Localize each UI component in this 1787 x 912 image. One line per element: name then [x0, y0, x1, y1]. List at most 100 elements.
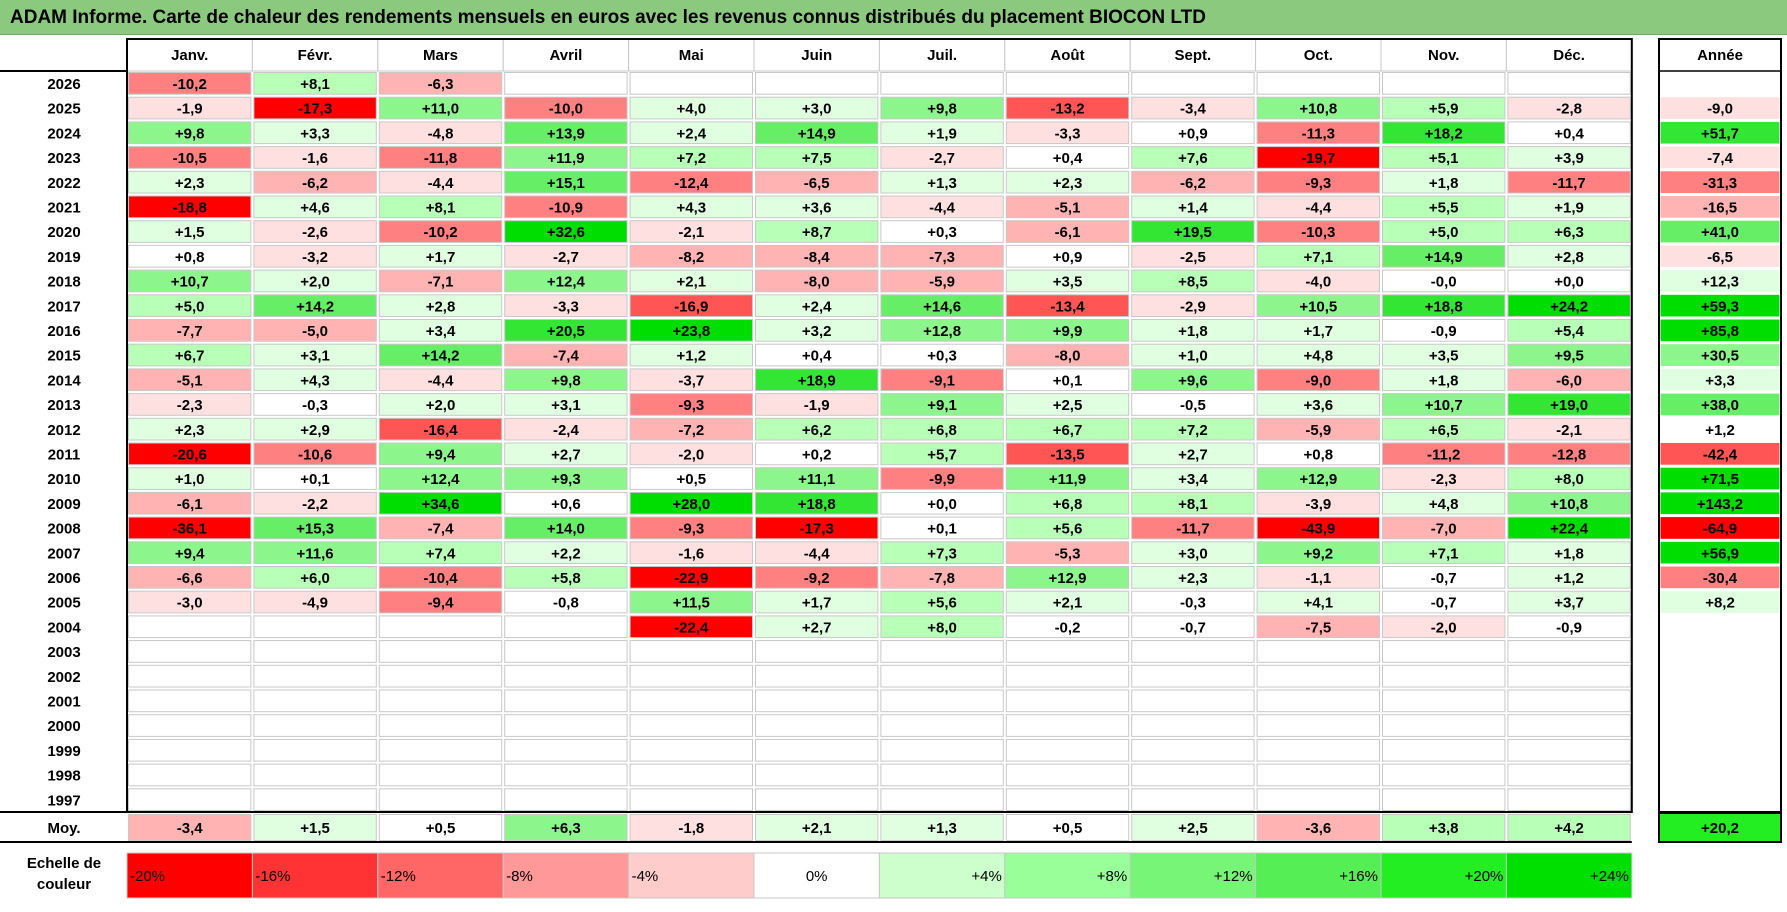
cell-value: +0,5: [676, 471, 706, 488]
cell-value: +5,6: [927, 595, 957, 612]
cell-value: -10,0: [549, 101, 583, 118]
heatmap-cell: [378, 195, 503, 219]
cell-value: +3,0: [1178, 545, 1208, 562]
annual-value: +59,3: [1701, 298, 1739, 315]
heatmap-cell: [1256, 269, 1380, 293]
heatmap-cell: [1507, 146, 1631, 169]
cell-value: +5,8: [551, 570, 581, 587]
heatmap-cell: [253, 417, 377, 441]
heatmap-cell: [378, 170, 503, 194]
year-label: 1998: [47, 768, 80, 785]
cell-value: -6,1: [1055, 224, 1081, 241]
year-label: 2010: [47, 471, 80, 488]
heatmap-cell: [629, 244, 753, 268]
heatmap-cell: [1131, 269, 1255, 293]
heatmap-cell: [1382, 442, 1506, 466]
heatmap-cell: [1256, 640, 1380, 663]
heatmap-cell: [1131, 566, 1255, 589]
heatmap-cell: [1507, 343, 1631, 367]
month-header: Nov.: [1428, 47, 1459, 64]
cell-value: +2,1: [1053, 595, 1083, 612]
annual-header: Année: [1697, 47, 1743, 64]
cell-value: +4,3: [300, 372, 330, 389]
average-value: +2,5: [1178, 820, 1208, 837]
year-label: 2011: [48, 447, 81, 464]
heatmap-cell: [504, 170, 628, 194]
heatmap-cell: [1382, 640, 1506, 663]
annual-value: +71,5: [1701, 471, 1739, 488]
cell-value: -2,9: [1180, 298, 1206, 315]
heatmap-cell: [755, 590, 879, 614]
scale-swatch: [1505, 852, 1633, 899]
heatmap-cell: [128, 467, 252, 490]
heatmap-cell: [128, 393, 252, 416]
cell-value: +3,4: [1178, 471, 1208, 488]
heatmap-cell: [1382, 664, 1506, 688]
cell-value: +8,5: [1178, 274, 1208, 291]
cell-value: +0,0: [1554, 274, 1584, 291]
cell-value: +18,2: [1425, 125, 1463, 142]
heatmap-cell: [504, 640, 628, 663]
heatmap-cell: [629, 640, 753, 663]
cell-value: -43,9: [1301, 521, 1335, 538]
annual-cell: [1660, 220, 1780, 243]
heatmap-cell: [253, 294, 377, 317]
cell-value: -2,0: [678, 447, 704, 464]
heatmap-cell: [755, 788, 879, 811]
annual-cell: [1660, 368, 1780, 391]
cell-value: +7,1: [1303, 249, 1333, 266]
heatmap-cell: [1256, 442, 1380, 466]
cell-value: +2,2: [551, 545, 581, 562]
cell-value: +1,4: [1178, 200, 1208, 217]
heatmap-cell: [1256, 664, 1380, 688]
heatmap-cell: [1256, 738, 1380, 762]
heatmap-cell: [1005, 146, 1130, 169]
cell-value: -16,9: [674, 298, 708, 315]
cell-value: +1,9: [1554, 200, 1584, 217]
scale-label: +20%: [1465, 868, 1504, 885]
heatmap-cell: [253, 566, 377, 589]
heatmap-cell: [629, 269, 753, 293]
scale-swatch: [251, 852, 379, 899]
cell-value: -7,1: [428, 274, 454, 291]
cell-value: -9,9: [929, 471, 955, 488]
heatmap-cell: [1005, 72, 1130, 95]
heatmap-cell: [1507, 393, 1631, 416]
heatmap-cell: [1382, 788, 1506, 811]
cell-value: -19,7: [1301, 150, 1335, 167]
heatmap-cell: [253, 763, 377, 787]
heatmap-cell: [378, 417, 503, 441]
cell-value: -3,4: [1180, 101, 1207, 118]
heatmap-cell: [1256, 343, 1380, 367]
heatmap-cell: [504, 714, 628, 737]
heatmap-cell: [755, 664, 879, 688]
cell-value: +1,7: [802, 595, 832, 612]
cell-value: +34,6: [422, 496, 460, 513]
heatmap-cell: [128, 763, 252, 787]
cell-value: -9,2: [804, 570, 830, 587]
year-label: 2012: [47, 422, 80, 439]
heatmap-cell: [880, 590, 1004, 614]
cell-value: -7,5: [1305, 619, 1331, 636]
annual-cell: [1660, 665, 1780, 687]
annual-cell: [1660, 739, 1780, 762]
heatmap-cell: [1256, 714, 1380, 737]
heatmap-cell: [629, 590, 753, 614]
heatmap-cell: [253, 220, 377, 243]
cell-value: -6,0: [1556, 372, 1582, 389]
heatmap-cell: [1131, 788, 1255, 811]
annual-cell: [1660, 566, 1780, 589]
heatmap-cell: [629, 319, 753, 342]
cell-value: +3,4: [426, 323, 456, 340]
heatmap-cell: [253, 541, 377, 564]
cell-value: +10,8: [1299, 101, 1337, 118]
heatmap-cell: [1507, 541, 1631, 564]
average-cell: [253, 814, 377, 841]
heatmap-cell: [880, 294, 1004, 317]
year-label: 2015: [47, 348, 80, 365]
heatmap-cell: [128, 368, 252, 392]
cell-value: -0,7: [1431, 570, 1457, 587]
cell-value: -22,4: [674, 619, 709, 636]
cell-value: +10,8: [1550, 496, 1588, 513]
